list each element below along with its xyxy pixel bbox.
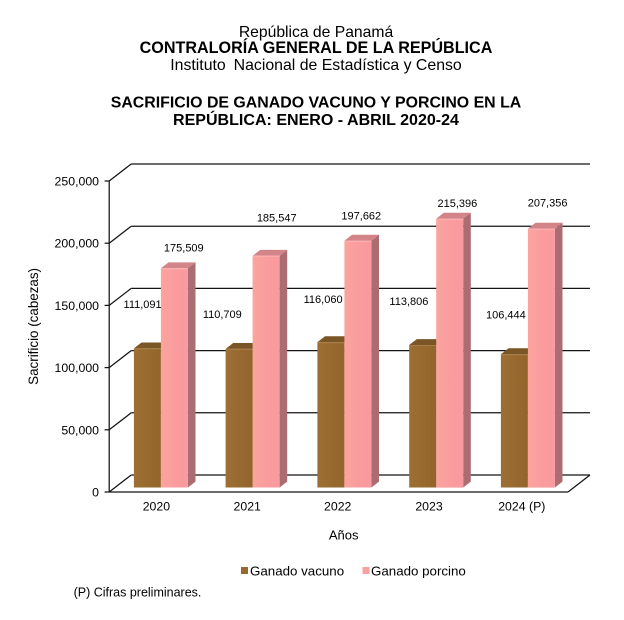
svg-text:2021: 2021 <box>234 500 262 514</box>
svg-text:185,547: 185,547 <box>257 213 297 225</box>
svg-text:100,000: 100,000 <box>55 361 100 375</box>
svg-text:110,709: 110,709 <box>203 309 242 321</box>
svg-text:0: 0 <box>92 486 99 500</box>
svg-text:Sacrificio (cabezas): Sacrificio (cabezas) <box>26 268 41 385</box>
svg-text:2024 (P): 2024 (P) <box>498 500 545 514</box>
svg-text:SACRIFICIO DE GANADO VACUNO Y: SACRIFICIO DE GANADO VACUNO Y PORCINO EN… <box>111 94 522 111</box>
svg-text:Ganado porcino: Ganado porcino <box>371 563 466 578</box>
svg-text:116,060: 116,060 <box>304 294 343 306</box>
svg-text:250,000: 250,000 <box>55 175 100 189</box>
svg-text:CONTRALORÍA GENERAL DE LA REPÚ: CONTRALORÍA GENERAL DE LA REPÚBLICA <box>140 38 493 57</box>
svg-text:150,000: 150,000 <box>55 299 100 313</box>
svg-text:REPÚBLICA: ENERO - ABRIL 2020-: REPÚBLICA: ENERO - ABRIL 2020-24 <box>173 110 459 129</box>
svg-text:200,000: 200,000 <box>55 237 100 251</box>
svg-text:113,806: 113,806 <box>389 296 428 308</box>
svg-text:Años: Años <box>329 528 359 543</box>
svg-text:(P) Cifras preliminares.: (P) Cifras preliminares. <box>74 586 202 600</box>
svg-text:197,662: 197,662 <box>341 210 381 222</box>
svg-text:106,444: 106,444 <box>486 309 526 321</box>
svg-text:175,509: 175,509 <box>164 243 204 255</box>
svg-text:111,091: 111,091 <box>124 299 162 311</box>
svg-text:2022: 2022 <box>324 500 352 514</box>
svg-text:2020: 2020 <box>143 500 171 514</box>
svg-text:50,000: 50,000 <box>61 423 99 437</box>
svg-text:Ganado vacuno: Ganado vacuno <box>250 563 344 578</box>
svg-text:207,356: 207,356 <box>528 197 568 209</box>
svg-text:Instituto Nacional de Estadíst: Instituto Nacional de Estadística y Cens… <box>170 57 462 74</box>
svg-text:2023: 2023 <box>415 500 443 514</box>
svg-text:República de Panamá: República de Panamá <box>239 24 394 41</box>
svg-text:215,396: 215,396 <box>438 198 478 210</box>
